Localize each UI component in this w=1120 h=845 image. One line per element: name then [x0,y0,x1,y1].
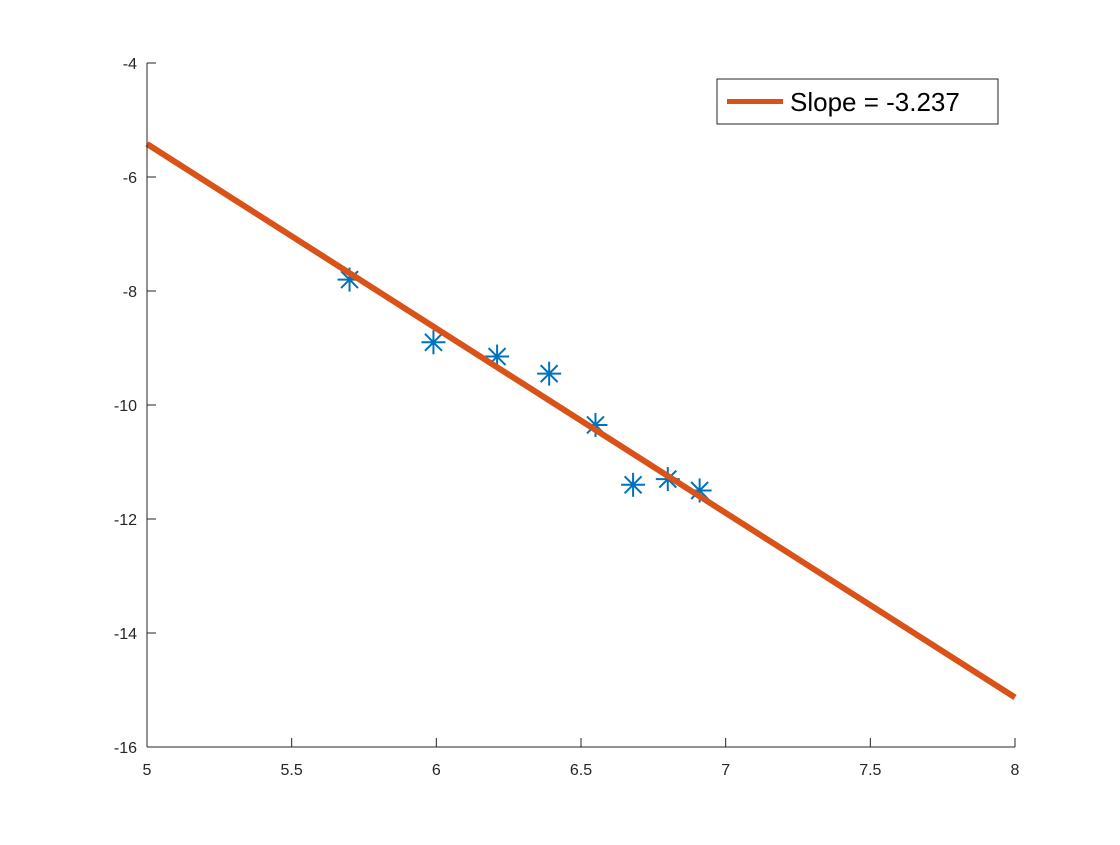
y-tick-label: -16 [114,740,137,757]
legend-box [716,78,999,125]
data-point [537,361,562,386]
x-tick-label: 5 [143,762,152,779]
x-tick-label: 6 [432,762,441,779]
y-tick-label: -10 [114,398,137,415]
y-tick-label: -4 [123,56,137,73]
y-tick-label: -12 [114,512,137,529]
legend[interactable]: Slope = -3.237 [716,78,999,125]
x-tick-label: 7 [721,762,730,779]
series-layer [145,141,1017,700]
x-tick-label: 5.5 [281,762,303,779]
x-axis-ticks: 5 5.5 6 6.5 7 7.5 8 [143,738,1020,779]
plot-area [147,63,1015,747]
y-axis-ticks: -4 -6 -8 -10 -12 -14 -16 [114,56,156,757]
data-point [421,330,446,355]
fit-line [145,141,1017,700]
x-tick-label: 8 [1011,762,1020,779]
x-tick-label: 6.5 [570,762,592,779]
legend-label-fit-line: Slope = -3.237 [790,87,960,117]
y-tick-label: -8 [123,284,137,301]
x-tick-label: 7.5 [859,762,881,779]
y-tick-label: -6 [123,170,137,187]
y-tick-label: -14 [114,626,137,643]
data-point [621,472,646,497]
